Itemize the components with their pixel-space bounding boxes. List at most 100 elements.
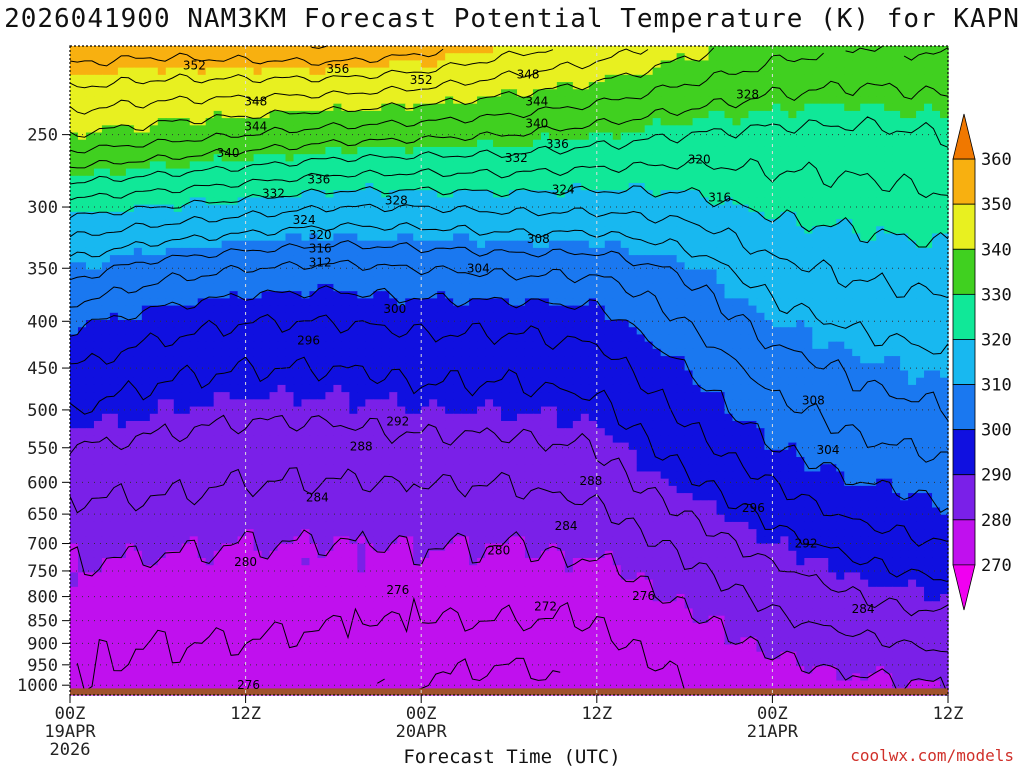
theta-cell	[149, 118, 159, 126]
theta-cell	[540, 233, 550, 242]
theta-cell	[772, 298, 781, 307]
theta-cell	[580, 348, 590, 357]
theta-cell	[397, 60, 406, 69]
theta-cell	[125, 110, 135, 119]
theta-cell	[604, 132, 614, 141]
theta-cell	[349, 283, 358, 292]
theta-cell	[516, 146, 526, 155]
theta-cell	[612, 334, 622, 343]
theta-cell	[916, 110, 925, 119]
theta-cell	[213, 132, 223, 141]
theta-cell	[596, 46, 606, 54]
theta-cell	[788, 348, 797, 357]
theta-cell	[237, 204, 247, 213]
theta-cell	[397, 240, 406, 249]
theta-cell	[892, 46, 901, 54]
theta-cell	[349, 363, 358, 372]
theta-cell	[636, 53, 646, 62]
theta-cell	[932, 219, 941, 227]
theta-cell	[277, 356, 287, 364]
theta-cell	[828, 312, 837, 321]
theta-cell	[588, 96, 598, 105]
theta-cell	[117, 89, 127, 98]
theta-cell	[245, 139, 255, 148]
theta-cell	[836, 320, 845, 328]
theta-cell	[684, 146, 694, 155]
theta-cell	[740, 320, 750, 328]
theta-cell	[493, 312, 502, 321]
theta-cell	[277, 132, 287, 141]
theta-cell	[644, 233, 654, 242]
theta-cell	[109, 240, 119, 249]
theta-cell	[644, 276, 654, 285]
theta-cell	[70, 327, 79, 336]
theta-cell	[620, 60, 630, 69]
theta-cell	[205, 247, 215, 256]
theta-cell	[421, 283, 430, 292]
theta-cell	[245, 190, 255, 199]
theta-cell	[836, 46, 845, 54]
theta-cell	[716, 219, 726, 227]
theta-cell	[501, 82, 510, 90]
theta-cell	[732, 125, 742, 134]
theta-cell	[708, 175, 718, 184]
theta-cell	[237, 233, 247, 242]
theta-cell	[453, 276, 462, 285]
theta-cell	[756, 125, 766, 134]
theta-cell	[485, 197, 494, 206]
theta-cell	[860, 197, 869, 206]
theta-cell	[548, 247, 558, 256]
theta-cell	[445, 197, 454, 206]
theta-cell	[365, 356, 374, 364]
theta-cell	[828, 269, 837, 278]
theta-cell	[924, 291, 933, 299]
theta-cell	[548, 312, 558, 321]
theta-cell	[868, 175, 877, 184]
theta-cell	[772, 60, 781, 69]
theta-cell	[309, 46, 319, 54]
theta-cell	[828, 247, 837, 256]
theta-cell	[804, 53, 813, 62]
theta-cell	[269, 82, 279, 90]
theta-cell	[157, 183, 167, 191]
theta-cell	[780, 154, 789, 162]
theta-cell	[892, 334, 901, 343]
theta-cell	[93, 341, 103, 350]
theta-cell	[860, 132, 869, 141]
theta-cell	[317, 74, 327, 83]
theta-cell	[564, 247, 574, 256]
theta-cell	[117, 118, 127, 126]
theta-cell	[524, 89, 534, 98]
theta-cell	[572, 247, 582, 256]
theta-cell	[501, 139, 510, 148]
theta-cell	[604, 183, 614, 191]
theta-cell	[485, 283, 494, 292]
theta-cell	[213, 146, 223, 155]
theta-cell	[405, 327, 414, 336]
theta-cell	[580, 190, 590, 199]
theta-cell	[860, 341, 869, 350]
theta-cell	[93, 262, 103, 271]
theta-cell	[173, 320, 183, 328]
theta-cell	[684, 89, 694, 98]
theta-cell	[668, 89, 678, 98]
theta-cell	[325, 67, 334, 76]
theta-cell	[596, 247, 606, 256]
theta-cell	[197, 139, 207, 148]
theta-cell	[453, 305, 462, 314]
theta-cell	[612, 356, 622, 364]
theta-cell	[804, 74, 813, 83]
theta-cell	[253, 219, 263, 227]
theta-cell	[109, 204, 119, 213]
theta-cell	[924, 356, 933, 364]
theta-cell	[381, 110, 390, 119]
theta-cell	[70, 305, 79, 314]
theta-cell	[109, 341, 119, 350]
theta-cell	[109, 118, 119, 126]
theta-cell	[453, 348, 462, 357]
theta-cell	[524, 363, 534, 372]
theta-cell	[101, 320, 111, 328]
theta-cell	[70, 168, 79, 177]
theta-cell	[101, 53, 111, 62]
theta-cell	[892, 132, 901, 141]
